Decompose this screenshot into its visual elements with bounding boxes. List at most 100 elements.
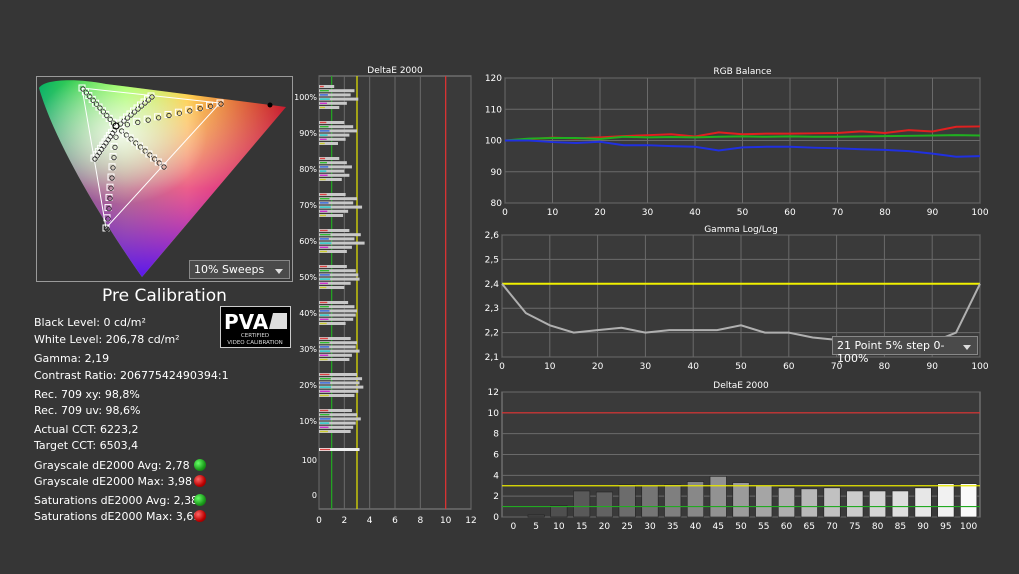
x-tick-label: 55 bbox=[758, 522, 769, 532]
deltae-bar bbox=[319, 417, 361, 421]
deltae-bar-color-tag bbox=[320, 430, 328, 433]
x-tick-label: 0 bbox=[499, 362, 505, 372]
y-tick-label: 2 bbox=[493, 492, 499, 502]
deltae-bar bbox=[319, 317, 354, 321]
deltae-bar bbox=[319, 269, 356, 273]
deltae-bar-color-tag bbox=[320, 210, 328, 212]
y-tick-label: 100% bbox=[295, 93, 317, 102]
deltae-bar bbox=[319, 448, 360, 451]
deltae-saturation-chart: DeltaE 2000 0 2 4 6 8 10 12 100% 90% 80% 70% 60% 50% 4… bbox=[295, 66, 477, 526]
deltae-bar-color-tag bbox=[320, 242, 332, 244]
deltae-bar bbox=[319, 345, 356, 349]
deltae-bar bbox=[869, 490, 887, 518]
deltae-bar-color-tag bbox=[320, 198, 330, 200]
cie-measured-marker bbox=[92, 156, 98, 162]
x-tick-label: 60 bbox=[783, 362, 795, 372]
cie-measured-marker bbox=[108, 185, 114, 191]
y-tick-label: 100 bbox=[302, 456, 317, 465]
deltae-bar bbox=[319, 381, 360, 385]
deltae-bar-color-tag bbox=[320, 94, 328, 96]
deltae-bar bbox=[319, 229, 350, 232]
deltae-bar-color-tag bbox=[320, 354, 329, 356]
deltae-bar bbox=[319, 214, 344, 217]
cie-measured-marker bbox=[218, 101, 224, 107]
deltae-bar-color-tag bbox=[320, 337, 328, 340]
x-tick-label: 20 bbox=[592, 362, 604, 372]
deltae-bar bbox=[319, 197, 357, 201]
deltae-bar-color-tag bbox=[320, 286, 327, 289]
gamma-point-dropdown[interactable]: 21 Point 5% step 0-100% bbox=[832, 336, 978, 365]
deltae-bar bbox=[319, 178, 342, 181]
cie-measured-marker bbox=[156, 115, 162, 121]
deltae-bar-color-tag bbox=[320, 250, 327, 253]
deltae-bar bbox=[319, 265, 347, 268]
deltae-bar bbox=[618, 484, 636, 518]
cie-measured-marker bbox=[145, 117, 151, 123]
gamma-value: Gamma: 2,19 bbox=[34, 352, 110, 365]
y-tick-label: 2,3 bbox=[485, 304, 499, 314]
x-tick-label: 60 bbox=[781, 522, 793, 532]
deltae-bar bbox=[319, 205, 363, 209]
y-tick-label: 60% bbox=[299, 237, 317, 246]
deltae-bar-color-tag bbox=[320, 301, 328, 304]
deltae-bar bbox=[319, 106, 340, 109]
deltae-bar bbox=[800, 488, 818, 518]
x-tick-label: 50 bbox=[735, 522, 747, 532]
pva-logo: PVA CERTIFIED VIDEO CALIBRATION bbox=[220, 306, 291, 348]
x-tick-label: 5 bbox=[533, 522, 539, 532]
y-tick-label: 4 bbox=[493, 471, 499, 481]
x-tick-label: 80 bbox=[879, 362, 891, 372]
x-tick-label: 95 bbox=[940, 522, 951, 532]
x-tick-label: 10 bbox=[553, 522, 565, 532]
deltae-bar bbox=[527, 514, 545, 518]
logo-line1: CERTIFIED bbox=[241, 333, 269, 339]
cie-measured-marker bbox=[112, 144, 118, 151]
y-tick-label: 80% bbox=[299, 165, 317, 174]
y-tick-label: 8 bbox=[493, 430, 499, 440]
deltae-bar bbox=[319, 173, 350, 177]
deltae-bar bbox=[319, 413, 357, 417]
cie-chart-panel: 10% Sweeps bbox=[36, 76, 293, 282]
y-tick-label: 40% bbox=[299, 309, 317, 318]
x-tick-label: 0 bbox=[316, 516, 322, 526]
chevron-down-icon bbox=[963, 345, 971, 350]
deltae-bar bbox=[319, 133, 350, 137]
x-tick-label: 40 bbox=[690, 522, 702, 532]
deltae-bar bbox=[573, 490, 591, 518]
deltae-bar bbox=[319, 137, 346, 141]
deltae-bar-color-tag bbox=[320, 90, 329, 92]
x-tick-label: 25 bbox=[621, 522, 632, 532]
x-tick-label: 4 bbox=[367, 516, 373, 526]
y-tick-label: 90 bbox=[491, 168, 503, 178]
deltae-bar bbox=[319, 358, 350, 361]
x-tick-label: 2 bbox=[341, 516, 347, 526]
x-tick-label: 80 bbox=[872, 522, 884, 532]
chart-title: Gamma Log/Log bbox=[704, 225, 778, 235]
x-tick-label: 90 bbox=[926, 362, 938, 372]
x-tick-label: 85 bbox=[895, 522, 906, 532]
deltae-bar-color-tag bbox=[320, 310, 330, 312]
deltae-bar bbox=[319, 237, 355, 241]
deltae-bar bbox=[319, 337, 351, 340]
x-tick-label: 50 bbox=[735, 362, 747, 372]
deltae-bar-color-tag bbox=[320, 162, 327, 164]
deltae-bar-color-tag bbox=[320, 322, 327, 325]
actual-cct: Actual CCT: 6223,2 bbox=[34, 423, 139, 436]
deltae-bar bbox=[319, 165, 352, 169]
deltae-bar bbox=[319, 409, 352, 412]
saturations-max: Saturations dE2000 Max: 3,69 bbox=[34, 510, 201, 523]
deltae-bar-color-tag bbox=[320, 274, 330, 276]
grayscale-max: Grayscale dE2000 Max: 3,98 bbox=[34, 475, 192, 488]
deltae-bar bbox=[319, 209, 349, 213]
deltae-bar-color-tag bbox=[320, 378, 331, 380]
sweeps-dropdown[interactable]: 10% Sweeps bbox=[189, 260, 290, 279]
x-tick-label: 70 bbox=[832, 208, 844, 218]
cie-sweep-markers bbox=[78, 84, 224, 232]
cie-measured-marker bbox=[149, 94, 155, 100]
deltae-bar-color-tag bbox=[320, 134, 328, 136]
deltae-bar bbox=[709, 476, 727, 518]
deltae-bar bbox=[664, 484, 682, 518]
deltae-bar bbox=[319, 301, 349, 304]
cie-measured-marker bbox=[109, 175, 115, 181]
saturations-max-status-icon bbox=[194, 510, 206, 522]
